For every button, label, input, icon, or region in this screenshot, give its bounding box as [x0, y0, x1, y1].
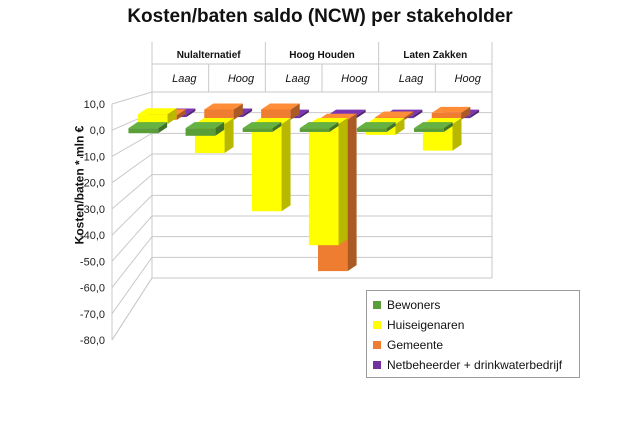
bar-side: [404, 111, 414, 121]
gridline: [111, 194, 153, 236]
legend-swatch: [373, 341, 381, 349]
legend-entry: Huiseigenaren: [373, 315, 579, 335]
bar-top: [356, 122, 396, 129]
legend: Bewoners Huiseigenaren Gemeente Netbeheerde…: [366, 290, 580, 378]
y-tick-label: 0,0: [90, 125, 105, 137]
bar-side: [452, 117, 462, 151]
bar-top: [374, 111, 414, 118]
bar-top: [242, 122, 282, 129]
group-label: Hoog Houden: [289, 50, 355, 61]
bar-side: [186, 108, 196, 118]
bar: [251, 123, 282, 212]
bar-side: [443, 122, 453, 132]
bar: [137, 114, 168, 124]
y-tick-label: -30,0: [80, 204, 105, 216]
legend-label: Netbeheerder + drinkwaterbedrijf: [387, 358, 563, 372]
bar: [413, 128, 444, 132]
bar-side: [158, 122, 168, 134]
legend-label: Huiseigenaren: [387, 318, 465, 332]
bar-side: [215, 122, 225, 136]
gridline: [111, 91, 153, 105]
legend-label: Bewoners: [387, 298, 441, 312]
bar-side: [338, 117, 348, 246]
legend-swatch: [373, 301, 381, 309]
x-tick-label: Laag: [285, 73, 310, 85]
bar: [308, 123, 339, 246]
y-tick-label: -40,0: [80, 230, 105, 242]
y-tick-label: 10,0: [84, 99, 105, 111]
bar-side: [233, 103, 243, 120]
gridline: [111, 174, 153, 210]
bar-top: [137, 108, 177, 115]
group-label: Laten Zakken: [403, 50, 467, 61]
bar: [128, 128, 159, 134]
bar-side: [395, 117, 405, 135]
bar-side: [413, 109, 423, 119]
x-tick-label: Hoog: [228, 73, 255, 85]
bar-side: [356, 109, 366, 119]
bar: [356, 128, 387, 132]
bar-top: [299, 122, 339, 129]
bar: [261, 109, 291, 120]
bar-side: [290, 103, 300, 120]
bar: [204, 109, 234, 120]
bar-side: [224, 117, 234, 154]
x-tick-label: Laag: [172, 73, 197, 85]
bar-top: [204, 103, 243, 110]
bar-top: [413, 122, 453, 129]
legend-entry: Bewoners: [373, 295, 579, 315]
bar-side: [386, 122, 396, 132]
gridline: [111, 132, 153, 157]
legend-label: Gemeente: [387, 338, 444, 352]
y-tick-label: -20,0: [80, 178, 105, 190]
x-tick-label: Hoog: [455, 73, 482, 85]
gridline: [111, 257, 153, 315]
gridline: [111, 277, 153, 341]
x-tick-label: Laag: [399, 73, 424, 85]
bar-top: [431, 106, 471, 113]
bar-side: [167, 108, 177, 124]
chart-title: Kosten/baten saldo (NCW) per stakeholder: [127, 6, 513, 27]
y-tick-label: -80,0: [80, 335, 105, 347]
y-tick-label: -10,0: [80, 151, 105, 163]
legend-entry: Gemeente: [373, 335, 579, 355]
y-tick-label: -70,0: [80, 309, 105, 321]
gridline: [111, 236, 153, 288]
group-label: Nulalternatief: [177, 50, 242, 61]
bar-top: [185, 122, 225, 129]
y-tick-label: -50,0: [80, 256, 105, 268]
legend-entry: Netbeheerder + drinkwaterbedrijf: [373, 355, 579, 375]
bar-side: [243, 108, 253, 118]
bar-side: [470, 109, 480, 119]
bar: [185, 128, 216, 136]
bar-top: [261, 103, 300, 110]
x-tick-label: Hoog: [341, 73, 368, 85]
bar: [242, 128, 273, 132]
legend-swatch: [373, 321, 381, 329]
y-tick-label: -60,0: [80, 283, 105, 295]
bar-side: [329, 122, 339, 132]
bar-side: [347, 113, 357, 272]
gridline: [111, 215, 153, 262]
gridline: [111, 153, 153, 184]
bar-side: [272, 122, 282, 132]
bar-side: [461, 106, 471, 120]
legend-swatch: [373, 361, 381, 369]
bar: [431, 112, 462, 120]
bar-top: [128, 122, 168, 129]
bar-side: [299, 109, 309, 119]
bar-side: [176, 109, 186, 120]
bar: [299, 128, 330, 132]
bar-side: [281, 117, 291, 212]
